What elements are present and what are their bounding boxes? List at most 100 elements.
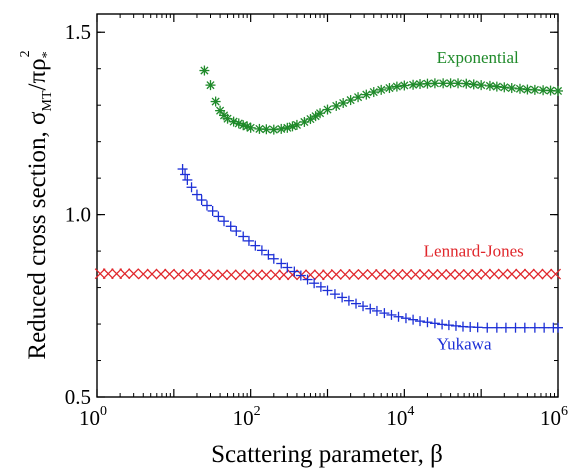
data-point [429, 318, 440, 329]
data-point [243, 235, 254, 246]
data-point [260, 269, 272, 281]
marker-stroke [477, 81, 486, 90]
marker-stroke [410, 268, 422, 280]
marker-stroke [313, 269, 325, 281]
marker-stroke [500, 83, 509, 92]
series-label: Yukawa [437, 335, 492, 354]
data-point [471, 268, 483, 280]
data-point [415, 316, 426, 327]
data-point [196, 195, 207, 206]
marker-stroke [506, 268, 518, 280]
data-point [529, 84, 540, 95]
data-point [399, 80, 410, 91]
marker-stroke [550, 268, 562, 280]
marker-stroke [234, 269, 246, 281]
marker-stroke [445, 268, 457, 280]
marker-stroke [401, 268, 413, 280]
data-point [177, 164, 188, 175]
data-point [94, 268, 106, 280]
data-point [484, 80, 495, 91]
data-point [315, 108, 326, 119]
data-point [268, 253, 279, 264]
marker-stroke [436, 268, 448, 280]
marker-stroke [128, 268, 140, 280]
data-point [309, 278, 320, 289]
data-point [497, 268, 509, 280]
marker-stroke [418, 268, 430, 280]
data-point [276, 258, 287, 269]
data-point [553, 85, 563, 96]
data-point [243, 269, 255, 281]
marker-stroke [339, 268, 351, 280]
marker-stroke [423, 79, 432, 88]
data-point [186, 182, 197, 193]
data-point [408, 314, 419, 325]
data-point [523, 268, 535, 280]
data-series [94, 65, 563, 333]
data-point [386, 309, 397, 320]
marker-stroke [323, 105, 332, 114]
data-point [500, 322, 511, 333]
data-point [213, 211, 224, 222]
marker-stroke [354, 93, 363, 102]
data-point [181, 268, 193, 280]
data-point [529, 322, 540, 333]
marker-stroke [137, 268, 149, 280]
series-label: Exponential [437, 48, 519, 67]
data-point [182, 174, 193, 185]
data-point [245, 122, 256, 133]
data-point [375, 268, 386, 280]
data-point [365, 303, 376, 314]
data-point [510, 322, 521, 333]
marker-stroke [246, 123, 255, 132]
marker-stroke [102, 268, 114, 280]
data-point [250, 240, 261, 251]
x-tick-label: 104 [386, 404, 414, 430]
data-point [191, 189, 202, 200]
marker-stroke [217, 269, 228, 281]
data-point [302, 274, 313, 285]
data-point [242, 121, 253, 132]
marker-stroke [255, 124, 264, 133]
data-point [353, 92, 364, 103]
marker-stroke [208, 269, 220, 281]
marker-stroke [262, 125, 271, 134]
data-point [553, 322, 563, 333]
data-point [443, 320, 454, 331]
data-point [201, 200, 212, 211]
data-point [329, 289, 340, 300]
data-point [128, 268, 140, 280]
marker-stroke [288, 122, 297, 131]
data-point [361, 89, 372, 100]
data-point [180, 169, 191, 180]
marker-stroke [430, 79, 439, 88]
data-point [491, 322, 502, 333]
data-point [289, 266, 300, 277]
y-axis-title-prefix: Reduced cross section, σ [24, 111, 51, 360]
x-tick-base: 10 [79, 406, 100, 430]
data-point [102, 268, 114, 280]
data-point [282, 262, 293, 273]
marker-stroke [111, 268, 123, 280]
data-point [207, 205, 218, 216]
data-point [155, 268, 167, 280]
marker-stroke [292, 120, 301, 129]
data-point [371, 305, 382, 316]
series-lennard-jones [94, 268, 562, 281]
data-point [506, 268, 518, 280]
marker-stroke [392, 82, 401, 91]
marker-stroke [190, 268, 202, 280]
marker-stroke [119, 268, 131, 280]
marker-stroke [296, 269, 308, 281]
data-point [488, 268, 500, 280]
data-point [427, 268, 439, 280]
data-point [357, 268, 369, 280]
data-point [418, 268, 430, 280]
data-point [539, 322, 550, 333]
y-axis-title-subscript: MT [40, 90, 55, 111]
data-point [208, 269, 220, 281]
marker-stroke [546, 86, 555, 95]
data-point [252, 269, 264, 281]
data-point [410, 268, 422, 280]
